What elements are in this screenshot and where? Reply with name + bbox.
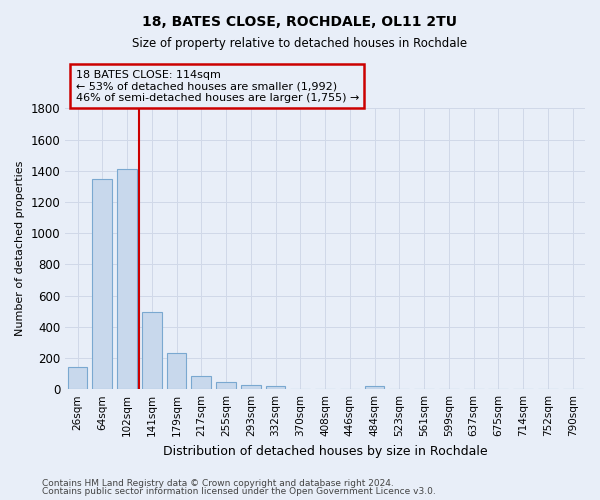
Text: 18, BATES CLOSE, ROCHDALE, OL11 2TU: 18, BATES CLOSE, ROCHDALE, OL11 2TU	[143, 15, 458, 29]
Bar	[167, 354, 187, 389]
Y-axis label: Number of detached properties: Number of detached properties	[15, 161, 25, 336]
Text: 18 BATES CLOSE: 114sqm
← 53% of detached houses are smaller (1,992)
46% of semi-: 18 BATES CLOSE: 114sqm ← 53% of detached…	[76, 70, 359, 103]
Bar	[92, 178, 112, 389]
Bar	[216, 382, 236, 389]
Bar	[142, 312, 162, 389]
Bar	[241, 386, 261, 389]
Bar	[68, 368, 88, 389]
Text: Contains HM Land Registry data © Crown copyright and database right 2024.: Contains HM Land Registry data © Crown c…	[42, 478, 394, 488]
Text: Size of property relative to detached houses in Rochdale: Size of property relative to detached ho…	[133, 38, 467, 51]
X-axis label: Distribution of detached houses by size in Rochdale: Distribution of detached houses by size …	[163, 444, 487, 458]
Bar	[266, 386, 286, 389]
Bar	[365, 386, 385, 389]
Text: Contains public sector information licensed under the Open Government Licence v3: Contains public sector information licen…	[42, 487, 436, 496]
Bar	[191, 376, 211, 389]
Bar	[117, 169, 137, 389]
